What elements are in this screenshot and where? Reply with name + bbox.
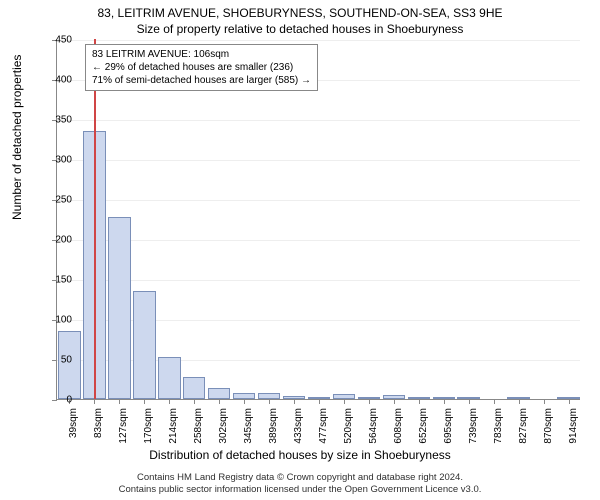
xtick-label: 870sqm (543, 408, 554, 448)
xtick-label: 652sqm (418, 408, 429, 448)
xtick-label: 827sqm (518, 408, 529, 448)
xtick-label: 783sqm (493, 408, 504, 448)
xtick-mark (419, 399, 420, 404)
xtick-label: 127sqm (118, 408, 129, 448)
gridline (57, 200, 580, 201)
chart-title-sub: Size of property relative to detached ho… (0, 22, 600, 36)
xtick-mark (194, 399, 195, 404)
gridline (57, 240, 580, 241)
xtick-mark (569, 399, 570, 404)
ytick-label: 400 (32, 75, 72, 86)
xtick-mark (119, 399, 120, 404)
xtick-label: 170sqm (143, 408, 154, 448)
xtick-label: 564sqm (368, 408, 379, 448)
xtick-label: 83sqm (93, 408, 104, 448)
histogram-bar (108, 217, 130, 399)
gridline (57, 280, 580, 281)
ytick-label: 100 (32, 315, 72, 326)
gridline (57, 40, 580, 41)
xtick-label: 258sqm (193, 408, 204, 448)
annotation-line: ← 29% of detached houses are smaller (23… (92, 61, 311, 74)
ytick-label: 200 (32, 235, 72, 246)
xtick-label: 345sqm (243, 408, 254, 448)
xtick-mark (344, 399, 345, 404)
xtick-label: 520sqm (343, 408, 354, 448)
histogram-bar (133, 291, 155, 399)
annotation-line: 71% of semi-detached houses are larger (… (92, 74, 311, 87)
footer-attribution: Contains HM Land Registry data © Crown c… (0, 472, 600, 496)
gridline (57, 120, 580, 121)
xtick-label: 214sqm (168, 408, 179, 448)
ytick-label: 450 (32, 35, 72, 46)
y-axis-label: Number of detached properties (10, 55, 24, 220)
annotation-box: 83 LEITRIM AVENUE: 106sqm← 29% of detach… (85, 44, 318, 91)
xtick-mark (219, 399, 220, 404)
xtick-label: 389sqm (268, 408, 279, 448)
xtick-mark (169, 399, 170, 404)
xtick-label: 739sqm (468, 408, 479, 448)
xtick-mark (269, 399, 270, 404)
property-marker-line (94, 39, 96, 399)
xtick-mark (394, 399, 395, 404)
annotation-line: 83 LEITRIM AVENUE: 106sqm (92, 48, 311, 61)
xtick-mark (294, 399, 295, 404)
chart-title-main: 83, LEITRIM AVENUE, SHOEBURYNESS, SOUTHE… (0, 6, 600, 20)
ytick-label: 350 (32, 115, 72, 126)
xtick-mark (494, 399, 495, 404)
footer-line-2: Contains public sector information licen… (0, 484, 600, 496)
ytick-label: 150 (32, 275, 72, 286)
histogram-bar (208, 388, 230, 399)
xtick-mark (244, 399, 245, 404)
gridline (57, 160, 580, 161)
histogram-bar (158, 357, 180, 399)
xtick-mark (319, 399, 320, 404)
x-axis-label: Distribution of detached houses by size … (0, 448, 600, 462)
plot-area (56, 40, 580, 400)
ytick-label: 50 (32, 355, 72, 366)
xtick-mark (444, 399, 445, 404)
xtick-label: 914sqm (568, 408, 579, 448)
xtick-mark (369, 399, 370, 404)
chart-container: 83, LEITRIM AVENUE, SHOEBURYNESS, SOUTHE… (0, 0, 600, 500)
xtick-label: 433sqm (293, 408, 304, 448)
ytick-label: 300 (32, 155, 72, 166)
xtick-mark (144, 399, 145, 404)
xtick-label: 608sqm (393, 408, 404, 448)
footer-line-1: Contains HM Land Registry data © Crown c… (0, 472, 600, 484)
ytick-label: 0 (32, 395, 72, 406)
histogram-bar (183, 377, 205, 399)
xtick-label: 695sqm (443, 408, 454, 448)
xtick-label: 477sqm (318, 408, 329, 448)
xtick-label: 39sqm (68, 408, 79, 448)
xtick-mark (469, 399, 470, 404)
xtick-mark (94, 399, 95, 404)
xtick-label: 302sqm (218, 408, 229, 448)
xtick-mark (544, 399, 545, 404)
xtick-mark (519, 399, 520, 404)
ytick-label: 250 (32, 195, 72, 206)
